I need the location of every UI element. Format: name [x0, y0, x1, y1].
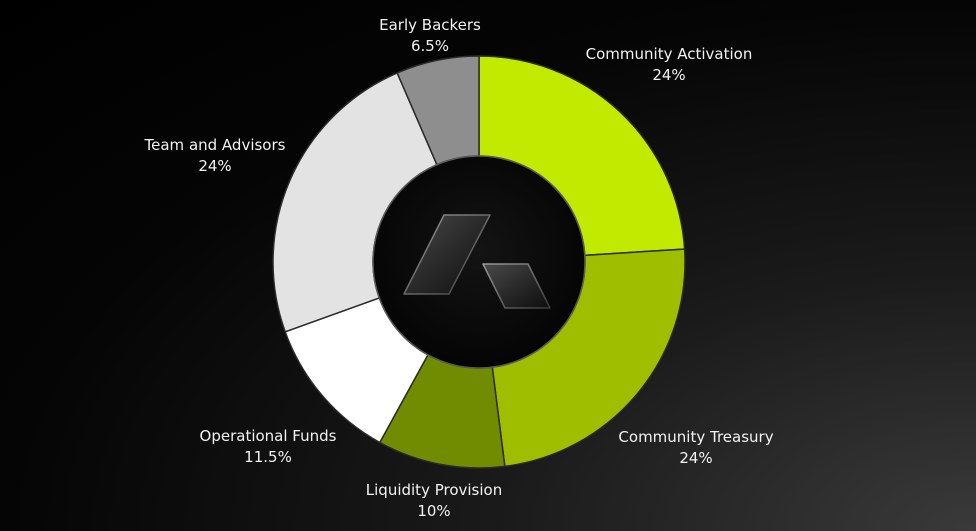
slice-value: 24% [652, 66, 686, 84]
slice-label-community-treasury: Community Treasury 24% [618, 427, 773, 469]
slice-value: 24% [198, 157, 232, 175]
slice-name: Community Activation [585, 45, 753, 63]
slice-label-early-backers: Early Backers 6.5% [379, 15, 481, 57]
slice-name: Early Backers [379, 16, 481, 34]
slice-label-community-activation: Community Activation 24% [586, 44, 753, 86]
slice-label-liquidity-provision: Liquidity Provision 10% [366, 480, 502, 522]
slice-label-team-and-advisors: Team and Advisors 24% [145, 135, 286, 177]
angled-a-logo-icon [403, 214, 551, 309]
slice-label-operational-funds: Operational Funds 11.5% [200, 426, 337, 468]
slice-name: Operational Funds [199, 427, 337, 445]
slice-name: Community Treasury [618, 428, 774, 446]
slice-name: Liquidity Provision [365, 481, 503, 499]
slice-value: 11.5% [244, 448, 292, 466]
slice-value: 10% [417, 502, 451, 520]
slice-value: 24% [679, 449, 713, 467]
slice-value: 6.5% [410, 37, 450, 55]
donut-slices [272, 55, 686, 469]
slice-name: Team and Advisors [144, 136, 286, 154]
donut-hole [372, 155, 586, 369]
